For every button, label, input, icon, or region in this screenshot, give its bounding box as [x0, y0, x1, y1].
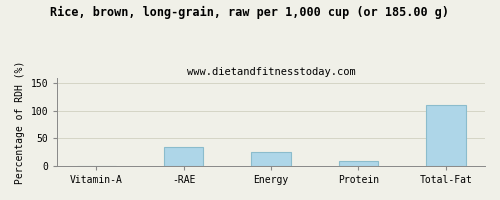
Text: Rice, brown, long-grain, raw per 1,000 cup (or 185.00 g): Rice, brown, long-grain, raw per 1,000 c…	[50, 6, 450, 19]
Bar	[339, 161, 378, 166]
Title: www.dietandfitnesstoday.com: www.dietandfitnesstoday.com	[186, 67, 356, 77]
Bar	[426, 105, 466, 166]
Bar	[252, 152, 291, 166]
Bar	[164, 147, 203, 166]
Y-axis label: Percentage of RDH (%): Percentage of RDH (%)	[15, 60, 25, 184]
